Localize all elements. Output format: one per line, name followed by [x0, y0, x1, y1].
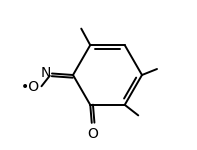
- Text: •O: •O: [21, 80, 40, 94]
- Text: N: N: [41, 66, 51, 80]
- Text: O: O: [88, 127, 98, 141]
